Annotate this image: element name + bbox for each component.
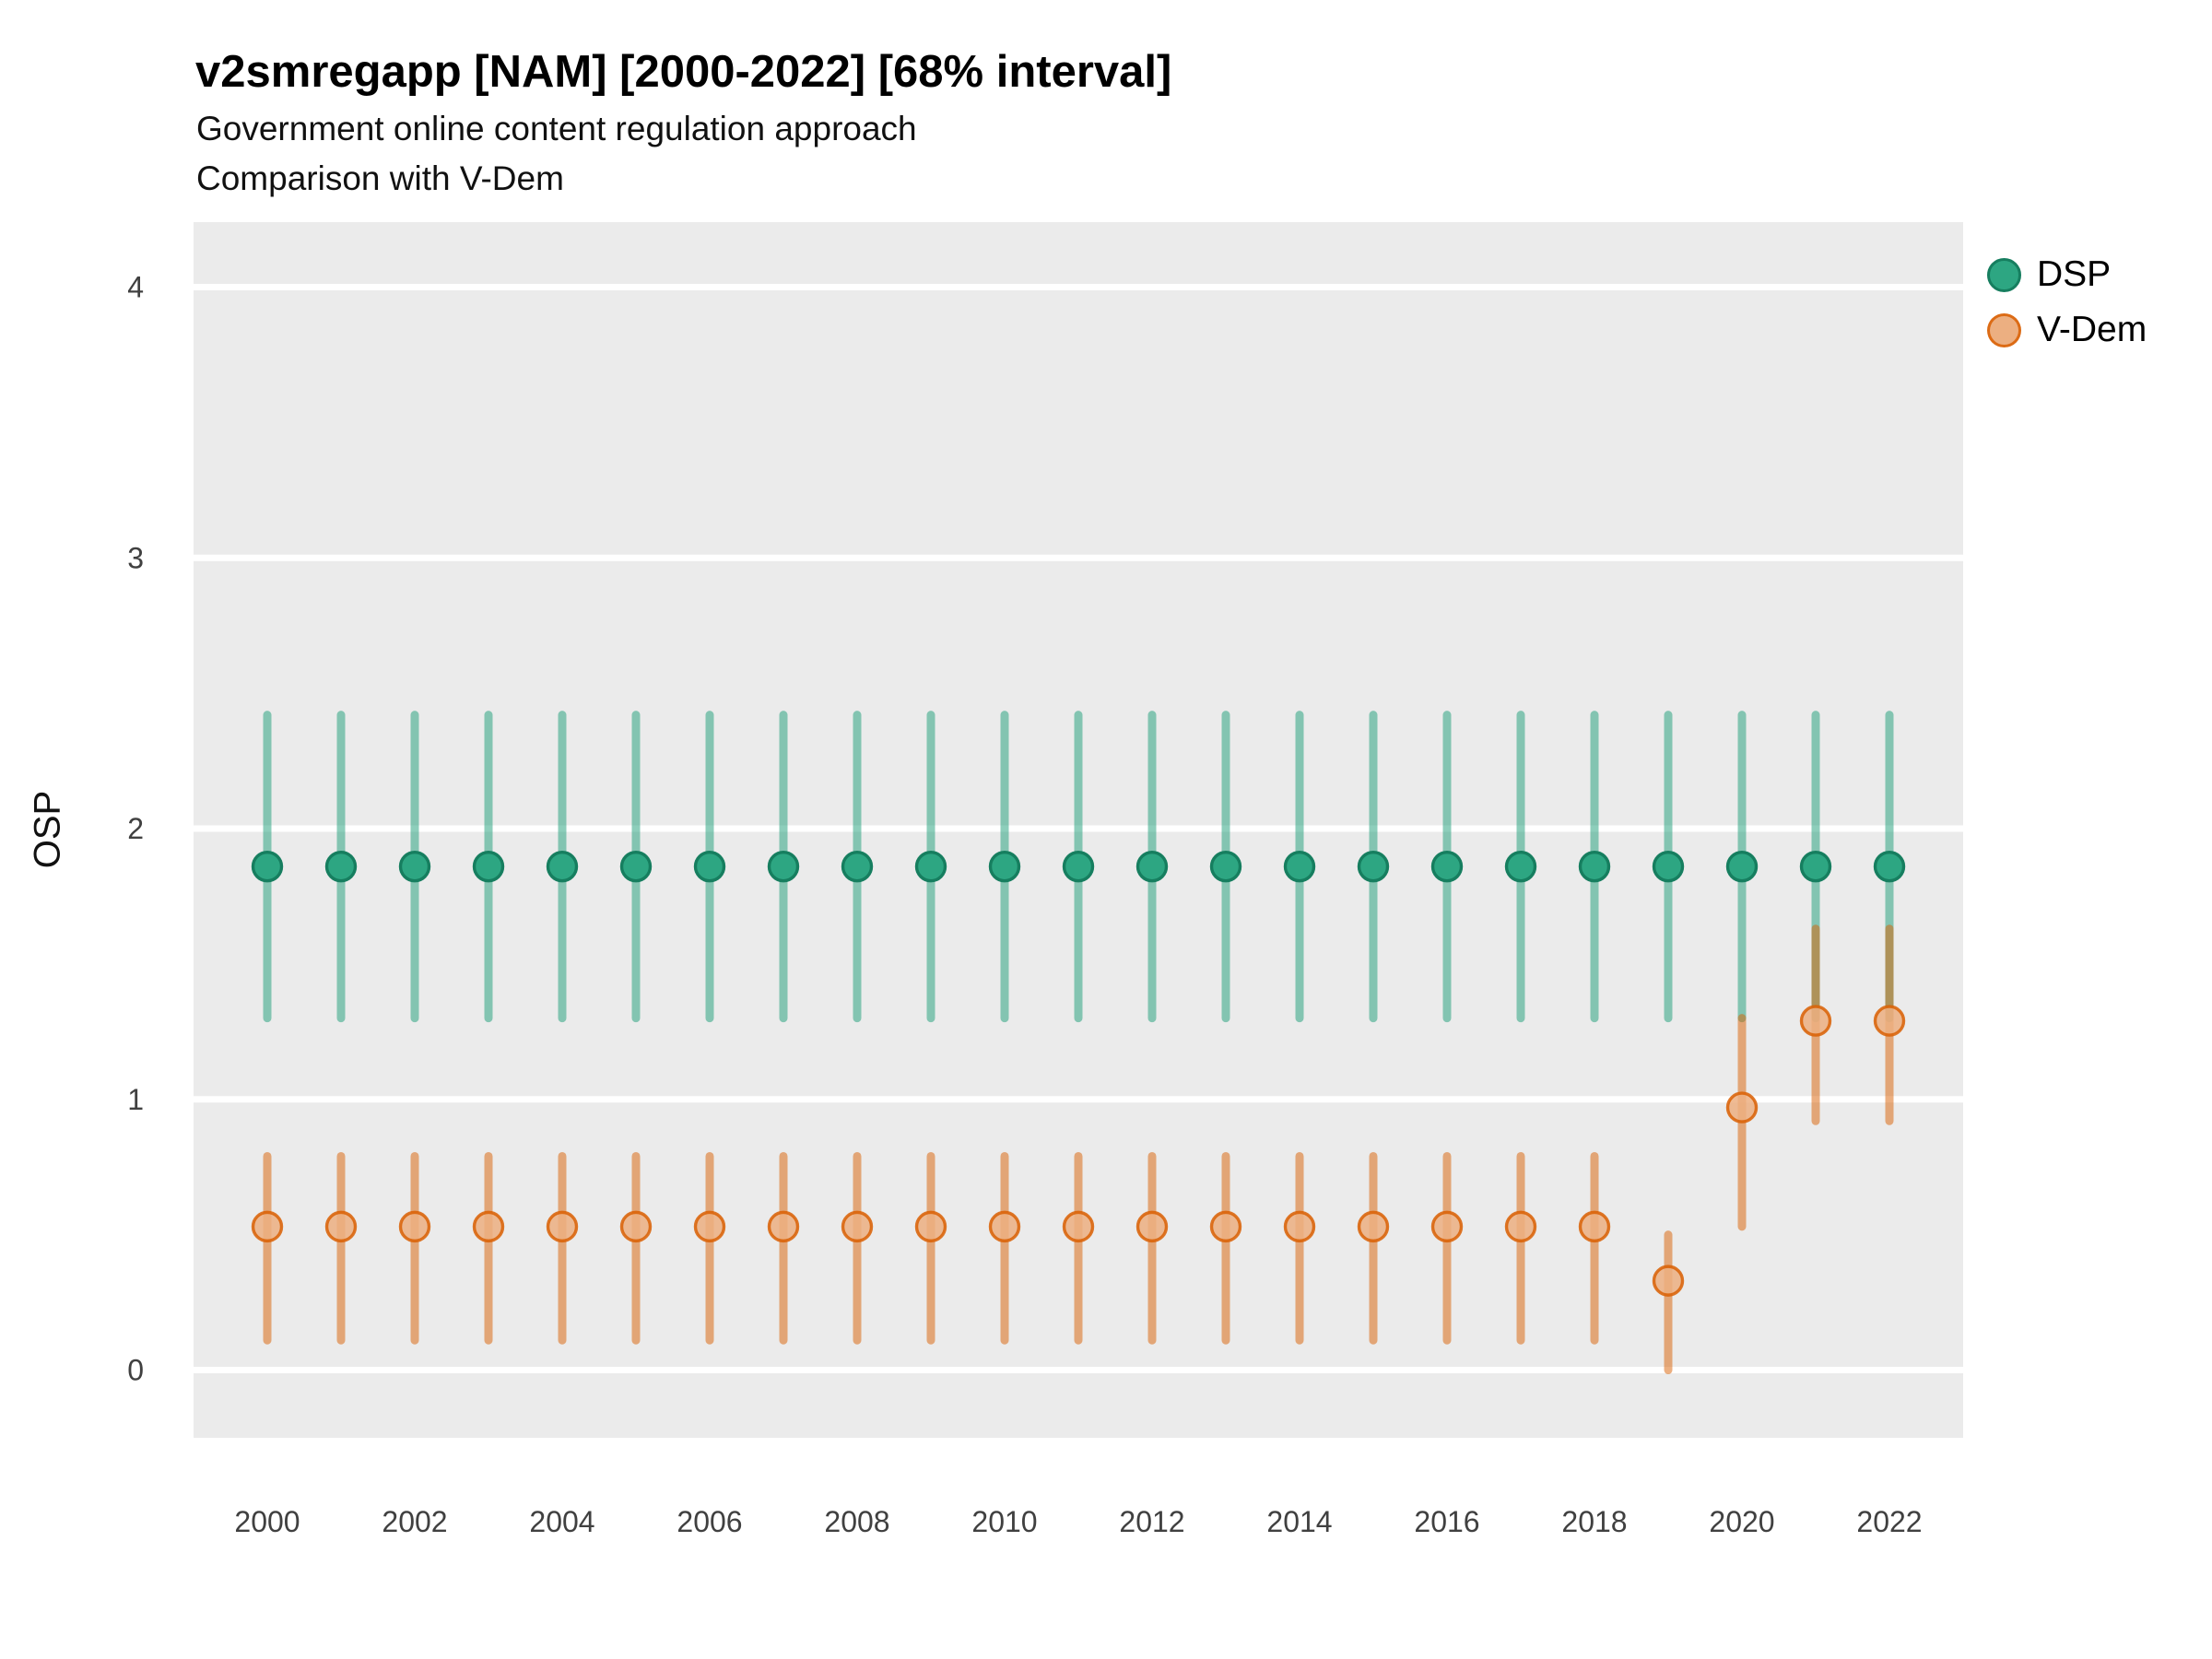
vdem-point-2013: [1209, 1210, 1242, 1243]
vdem-point-2021: [1799, 1005, 1832, 1037]
vdem-point-2007: [767, 1210, 800, 1243]
vdem-point-2000: [251, 1210, 284, 1243]
vdem-legend-swatch-icon: [1987, 312, 2021, 347]
x-tick-label-2020: 2020: [1709, 1505, 1774, 1538]
vdem-point-2019: [1652, 1265, 1685, 1297]
dsp-point-2003: [472, 850, 505, 883]
vdem-point-2008: [841, 1210, 874, 1243]
legend-item-vdem: V-Dem: [1987, 302, 2147, 358]
chart-subtitle-line1: Government online content regulation app…: [196, 110, 917, 147]
vdem-point-2005: [619, 1210, 653, 1243]
vdem-point-2003: [472, 1210, 505, 1243]
vdem-point-2001: [324, 1210, 358, 1243]
vdem-point-2015: [1357, 1210, 1390, 1243]
y-tick-label-1: 1: [127, 1083, 144, 1116]
dsp-point-2000: [251, 850, 284, 883]
vdem-point-2020: [1725, 1091, 1759, 1124]
dsp-point-2004: [546, 850, 579, 883]
y-tick-label-3: 3: [127, 541, 144, 574]
dsp-point-2016: [1430, 850, 1464, 883]
x-tick-label-2012: 2012: [1119, 1505, 1184, 1538]
dsp-point-2011: [1062, 850, 1095, 883]
dsp-point-2019: [1652, 850, 1685, 883]
y-tick-label-4: 4: [127, 271, 144, 304]
dsp-point-2010: [988, 850, 1021, 883]
dsp-point-2006: [693, 850, 726, 883]
vdem-point-2016: [1430, 1210, 1464, 1243]
dsp-point-2012: [1135, 850, 1169, 883]
dsp-point-2009: [914, 850, 947, 883]
vdem-point-2010: [988, 1210, 1021, 1243]
x-tick-label-2010: 2010: [971, 1505, 1037, 1538]
dsp-point-2007: [767, 850, 800, 883]
dsp-point-2014: [1283, 850, 1316, 883]
legend: DSP V-Dem: [1987, 247, 2147, 358]
vdem-point-2009: [914, 1210, 947, 1243]
vdem-point-2018: [1578, 1210, 1611, 1243]
x-tick-label-2006: 2006: [677, 1505, 742, 1538]
dsp-legend-swatch-icon: [1987, 257, 2021, 292]
y-tick-label-2: 2: [127, 812, 144, 845]
chart-subtitle-line2: Comparison with V-Dem: [196, 159, 564, 197]
chart-title: v2smregapp [NAM] [2000-2022] [68% interv…: [195, 47, 1172, 97]
dsp-point-2002: [398, 850, 431, 883]
x-tick-label-2004: 2004: [529, 1505, 594, 1538]
x-tick-label-2018: 2018: [1561, 1505, 1627, 1538]
legend-item-dsp: DSP: [1987, 247, 2147, 302]
vdem-point-2002: [398, 1210, 431, 1243]
x-tick-label-2008: 2008: [824, 1505, 889, 1538]
dsp-point-2005: [619, 850, 653, 883]
dsp-point-2017: [1504, 850, 1537, 883]
x-tick-label-2022: 2022: [1856, 1505, 1922, 1538]
dsp-point-2008: [841, 850, 874, 883]
vdem-point-2022: [1873, 1005, 1906, 1037]
vdem-point-2012: [1135, 1210, 1169, 1243]
dsp-point-2020: [1725, 850, 1759, 883]
dsp-legend-label: DSP: [2037, 254, 2112, 294]
dsp-point-2015: [1357, 850, 1390, 883]
x-tick-label-2016: 2016: [1414, 1505, 1479, 1538]
dsp-point-2001: [324, 850, 358, 883]
vdem-legend-label: V-Dem: [2037, 310, 2147, 349]
vdem-point-2006: [693, 1210, 726, 1243]
x-tick-label-2014: 2014: [1266, 1505, 1332, 1538]
vdem-point-2011: [1062, 1210, 1095, 1243]
vdem-point-2017: [1504, 1210, 1537, 1243]
dsp-point-2022: [1873, 850, 1906, 883]
dsp-point-2018: [1578, 850, 1611, 883]
x-tick-label-2002: 2002: [382, 1505, 447, 1538]
vdem-point-2004: [546, 1210, 579, 1243]
vdem-point-2014: [1283, 1210, 1316, 1243]
dsp-point-2013: [1209, 850, 1242, 883]
dsp-point-2021: [1799, 850, 1832, 883]
y-tick-label-0: 0: [127, 1354, 144, 1387]
x-tick-label-2000: 2000: [234, 1505, 300, 1538]
